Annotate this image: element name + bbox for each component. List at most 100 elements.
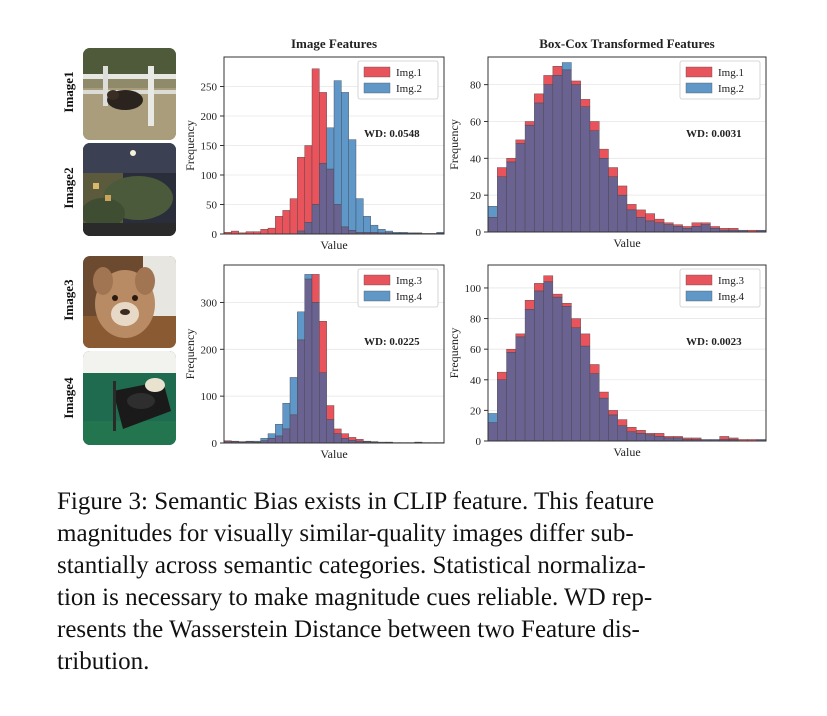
y-tick-label: 150 (201, 141, 218, 153)
bar-series-1 (311, 274, 320, 303)
bar-series-1 (289, 198, 298, 235)
bar-series-1 (304, 145, 313, 223)
legend-swatch (685, 66, 713, 78)
wd-annotation: WD: 0.0548 (364, 128, 420, 140)
histogram-boxcox-bottom: 0 20 40 60 80 100 Value Frequency Img.3 Img.4 WD: … (447, 264, 767, 459)
y-tick-label: 80 (470, 80, 482, 92)
bar-series-1 (260, 229, 269, 235)
bar-overlap (626, 431, 637, 442)
legend-label: Img.3 (396, 275, 422, 287)
bar-overlap (267, 438, 276, 444)
bar-overlap (304, 278, 313, 444)
row-label-image2: Image2 (61, 167, 76, 209)
bar-series-1 (561, 303, 572, 307)
bar-overlap (626, 209, 637, 233)
legend-label: Img.2 (718, 83, 744, 95)
bar-series-1 (497, 167, 507, 177)
legend-label: Img.1 (396, 67, 422, 79)
bar-series-1 (355, 439, 364, 442)
y-tick-label: 80 (470, 314, 482, 326)
y-tick-label: 20 (470, 405, 482, 417)
bar-series-1 (626, 427, 637, 433)
bar-series-2 (260, 438, 269, 441)
bar-overlap (561, 69, 572, 233)
bar-overlap (691, 226, 702, 233)
x-axis-label: Value (320, 447, 347, 461)
image2-thumbnail (83, 143, 176, 236)
y-tick-label: 50 (206, 200, 218, 212)
y-tick-label: 20 (470, 190, 482, 202)
bar-series-1 (524, 121, 535, 126)
bar-overlap (636, 217, 646, 233)
legend-label: Img.2 (396, 83, 422, 95)
bar-overlap (543, 281, 554, 442)
bar-series-1 (617, 185, 628, 196)
bar-overlap (487, 217, 498, 233)
row-label-image1: Image1 (61, 71, 76, 113)
bar-overlap (319, 162, 327, 235)
bar-series-2 (355, 198, 364, 233)
bar-series-1 (691, 437, 702, 440)
bar-series-2 (282, 402, 291, 430)
bar-overlap (297, 339, 305, 444)
legend-swatch (363, 66, 391, 78)
legend-swatch (685, 290, 713, 302)
bar-series-1 (654, 433, 665, 437)
bar-overlap (515, 143, 526, 233)
legend-swatch (685, 82, 713, 94)
bar-series-2 (487, 206, 498, 218)
caption-line: resents the Wasserstein Distance between… (57, 616, 640, 643)
bar-series-1 (580, 333, 591, 347)
bar-overlap (608, 414, 618, 442)
legend-swatch (685, 274, 713, 286)
bar-overlap (645, 220, 656, 233)
y-tick-label: 100 (201, 170, 218, 182)
bar-overlap (534, 290, 544, 442)
bar-series-2 (377, 229, 386, 234)
bar-series-2 (267, 433, 276, 439)
y-tick-label: 250 (201, 82, 218, 94)
image1-thumbnail (83, 48, 176, 140)
y-tick-label: 300 (201, 297, 218, 309)
bar-overlap (617, 194, 628, 233)
bar-series-1 (636, 209, 646, 218)
bar-overlap (580, 106, 591, 233)
row-label-image3: Image3 (61, 279, 76, 321)
y-tick-label: 40 (470, 153, 482, 165)
histogram-image-features-bottom: 0 100 200 300 Value Frequency Img.3 Img.4 WD: 0.… (183, 264, 445, 461)
bar-series-2 (487, 413, 498, 423)
caption-line: Figure 3: Semantic Bias exists in CLIP f… (57, 488, 655, 515)
bar-series-2 (348, 139, 357, 231)
bar-series-2 (297, 311, 305, 341)
caption-line: magnitudes for visually similar-quality … (57, 520, 634, 547)
bar-series-1 (608, 167, 618, 177)
y-tick-label: 60 (470, 116, 482, 128)
bar-series-2 (370, 224, 379, 233)
bar-overlap (561, 306, 572, 442)
bar-overlap (571, 327, 581, 442)
legend-label: Img.4 (396, 291, 422, 303)
histogram-image-features-top: 0 50 100 150 200 250 Value Frequency Image Featu… (183, 36, 445, 252)
legend-swatch (363, 82, 391, 94)
bar-overlap (524, 309, 535, 442)
bar-series-1 (626, 204, 637, 211)
bar-overlap (682, 228, 693, 233)
bar-series-1 (333, 428, 342, 434)
bar-series-1 (534, 93, 544, 104)
bar-series-1 (645, 433, 656, 436)
plot-border (223, 264, 445, 444)
bar-series-2 (304, 274, 313, 280)
bar-overlap (326, 419, 335, 444)
bar-series-1 (524, 300, 535, 310)
bar-overlap (710, 228, 720, 233)
bar-overlap (319, 372, 327, 444)
bar-overlap (506, 161, 516, 233)
bar-overlap (571, 84, 581, 233)
bar-series-2 (385, 230, 393, 234)
caption-line: tribution. (57, 648, 150, 675)
bar-series-1 (719, 436, 730, 440)
y-tick-label: 100 (465, 283, 482, 295)
caption-line: tion is necessary to make magnitude cues… (57, 584, 653, 611)
bar-overlap (311, 302, 320, 444)
y-axis-label: Frequency (183, 120, 197, 171)
